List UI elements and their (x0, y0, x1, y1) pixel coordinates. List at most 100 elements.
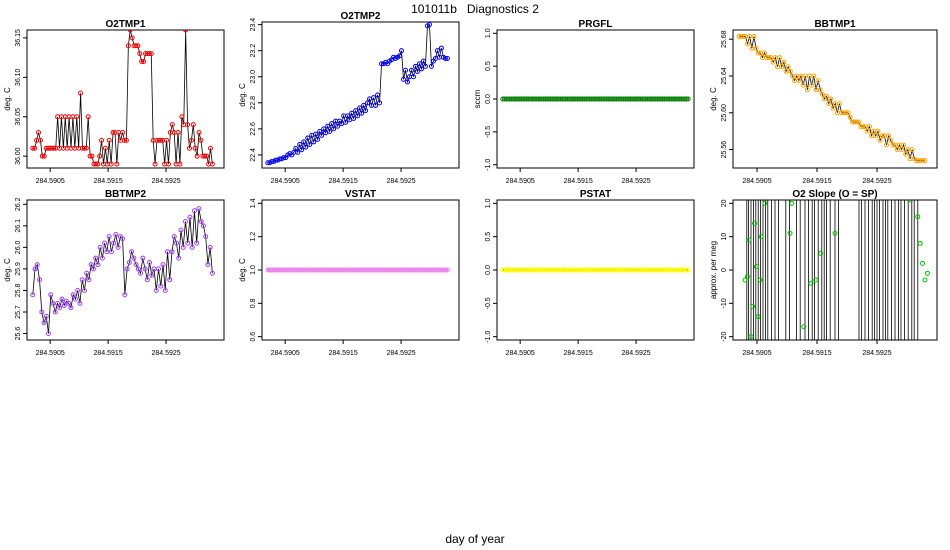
data-point (120, 236, 126, 242)
data-point (420, 58, 426, 64)
data-point (158, 137, 164, 143)
data-point (113, 231, 119, 237)
data-point (610, 267, 616, 273)
data-point (142, 266, 148, 272)
data-point (373, 102, 379, 108)
data-point (99, 137, 105, 143)
data-point (191, 208, 197, 214)
panel-frame (26, 29, 225, 169)
data-point (147, 259, 153, 265)
data-point (285, 267, 291, 273)
data-point (559, 267, 565, 273)
data-point (364, 267, 370, 273)
data-point (265, 267, 271, 273)
data-point (331, 126, 337, 132)
data-point (673, 267, 679, 273)
panel-frame (732, 29, 938, 169)
data-point (30, 292, 36, 298)
data-point (744, 274, 750, 280)
data-point (597, 267, 603, 273)
data-point (349, 110, 355, 116)
data-point (83, 145, 89, 151)
data-point (670, 267, 676, 273)
data-point (412, 63, 418, 69)
x-tick-label: 284.5905 (742, 350, 771, 357)
y-axis-label: deg. C (238, 83, 247, 107)
data-point (600, 96, 606, 102)
data-point (879, 133, 885, 139)
data-point (530, 96, 536, 102)
data-point (651, 267, 657, 273)
data-point (123, 137, 129, 143)
data-point (789, 200, 795, 206)
data-point (607, 96, 613, 102)
data-point (541, 267, 547, 273)
data-point (85, 114, 91, 120)
data-point (655, 267, 661, 273)
panel-title: BBTMP1 (814, 19, 856, 30)
data-point (590, 267, 596, 273)
data-point (610, 96, 616, 102)
data-point (290, 267, 296, 273)
data-point (590, 96, 596, 102)
data-point (84, 270, 90, 276)
data-point (327, 129, 333, 134)
data-point (37, 277, 43, 283)
data-point (519, 96, 525, 102)
data-point (546, 267, 552, 273)
x-tick-label: 284.5925 (621, 350, 650, 357)
data-point (426, 267, 432, 273)
data-point (644, 267, 650, 273)
data-point (303, 267, 309, 273)
data-point (573, 267, 579, 273)
data-point (347, 267, 353, 273)
data-point (140, 255, 146, 261)
data-point (74, 114, 80, 120)
data-point (324, 267, 330, 273)
data-point (273, 267, 279, 273)
data-point (46, 331, 52, 337)
data-point (400, 267, 406, 273)
data-point (444, 267, 450, 273)
data-point (536, 267, 542, 273)
data-point (612, 267, 618, 273)
data-point (641, 96, 647, 102)
data-point (271, 267, 277, 273)
y-tick-label: 22.8 (250, 96, 257, 110)
data-point (422, 63, 428, 69)
data-point (401, 76, 407, 82)
data-point (301, 139, 307, 145)
data-point (641, 267, 647, 273)
data-point (809, 82, 815, 88)
x-tick-label: 284.5915 (94, 350, 123, 357)
data-point (746, 237, 752, 243)
data-point (675, 267, 681, 273)
data-point (598, 96, 604, 102)
data-point (144, 277, 150, 283)
data-point (532, 96, 538, 102)
x-tick-label: 284.5925 (151, 178, 180, 185)
data-point (624, 96, 630, 102)
data-point (141, 59, 147, 65)
data-point (81, 287, 87, 293)
data-point (52, 309, 58, 315)
data-point (680, 267, 686, 273)
data-point (435, 267, 441, 273)
data-point (614, 267, 620, 273)
data-point (685, 96, 691, 102)
data-point (200, 223, 206, 229)
data-point (622, 267, 628, 273)
y-tick-label: 0.8 (250, 298, 257, 308)
data-point (556, 267, 562, 273)
data-point (428, 63, 434, 69)
y-tick-label: -1.0 (485, 159, 492, 171)
y-tick-label: 25.68 (721, 30, 728, 48)
data-point (856, 119, 862, 125)
data-point (288, 267, 294, 273)
data-point (909, 147, 915, 153)
data-point (319, 132, 325, 138)
panel-title: PSTAT (580, 189, 611, 200)
data-point (665, 96, 671, 102)
data-point (563, 267, 569, 273)
data-point (826, 101, 832, 107)
